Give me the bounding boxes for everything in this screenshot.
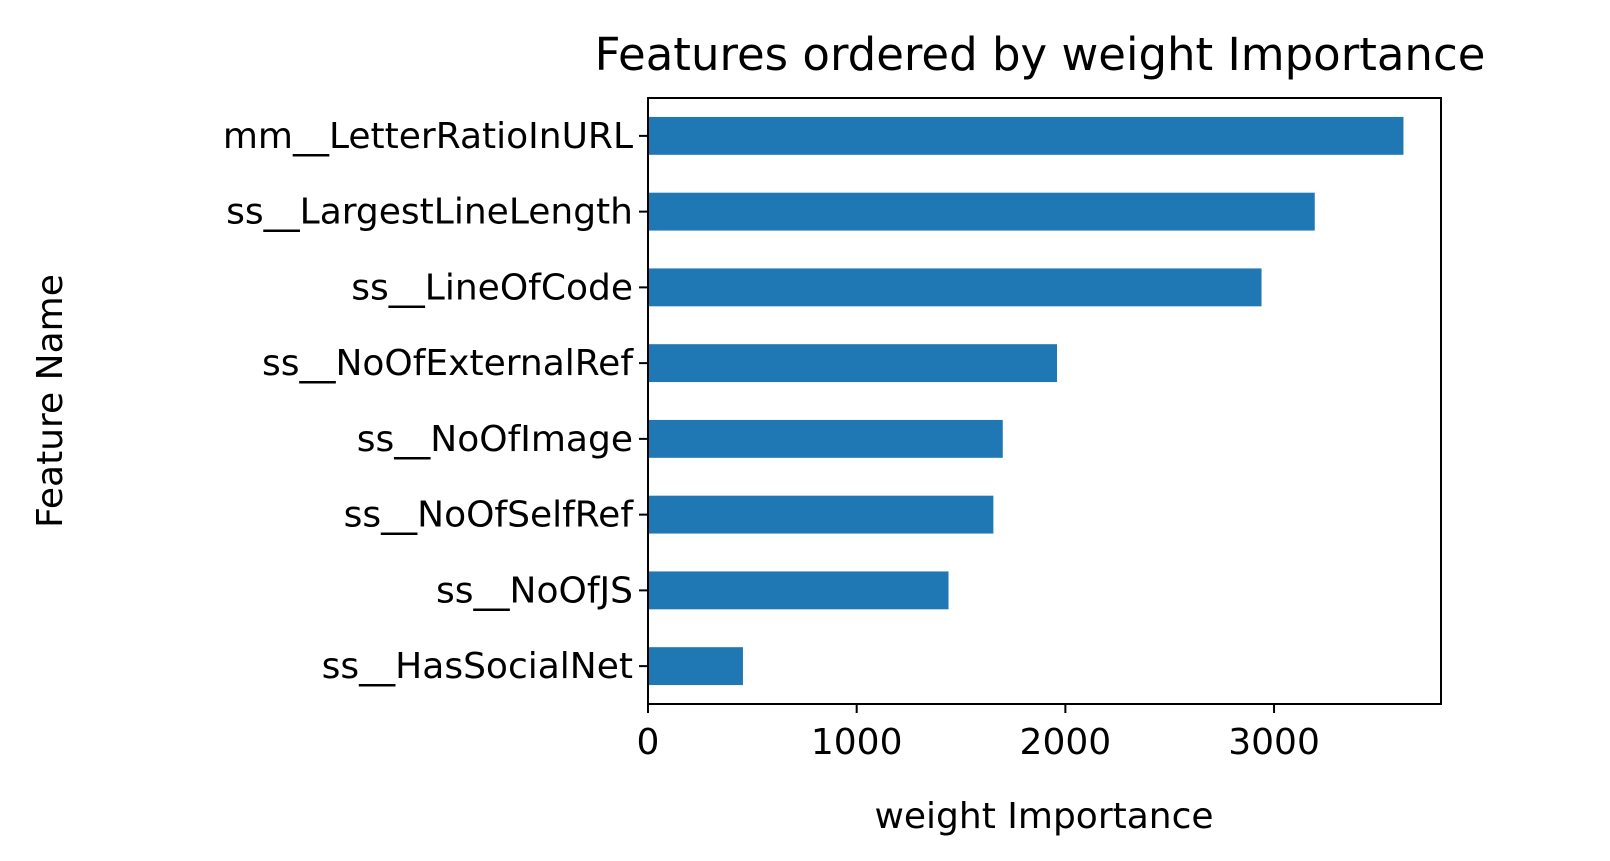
y-tick-label: ss__NoOfSelfRef xyxy=(344,495,635,536)
x-tick-label: 3000 xyxy=(1228,722,1320,763)
y-tick-label: ss__LargestLineLength xyxy=(226,192,633,233)
bar xyxy=(648,268,1262,307)
y-axis-label: Feature Name xyxy=(30,274,71,528)
y-tick-label: mm__LetterRatioInURL xyxy=(223,116,633,157)
plot-frame xyxy=(647,97,1442,705)
x-tick-label: 0 xyxy=(637,722,660,763)
bar xyxy=(648,419,1003,458)
y-tick-label: ss__NoOfImage xyxy=(357,419,633,460)
x-tick-label: 1000 xyxy=(811,722,903,763)
y-tick-label: ss__NoOfExternalRef xyxy=(262,343,634,384)
x-axis-label: weight Importance xyxy=(874,796,1213,837)
chart-title: Features ordered by weight Importance xyxy=(595,28,1486,81)
y-tick-label: ss__NoOfJS xyxy=(436,570,633,611)
y-tick-label: ss__HasSocialNet xyxy=(322,646,633,687)
bar xyxy=(648,192,1315,231)
bars-group xyxy=(648,116,1404,686)
y-ticks-group: mm__LetterRatioInURL ss__LargestLineLengt… xyxy=(223,116,648,687)
bar xyxy=(648,647,743,686)
y-tick-label: ss__LineOfCode xyxy=(351,267,633,308)
bar xyxy=(648,116,1404,155)
bar xyxy=(648,495,994,534)
bar xyxy=(648,344,1058,383)
bar xyxy=(648,571,949,610)
x-ticks-group: 0 1000 2000 3000 xyxy=(637,704,1320,763)
x-tick-label: 2000 xyxy=(1020,722,1112,763)
